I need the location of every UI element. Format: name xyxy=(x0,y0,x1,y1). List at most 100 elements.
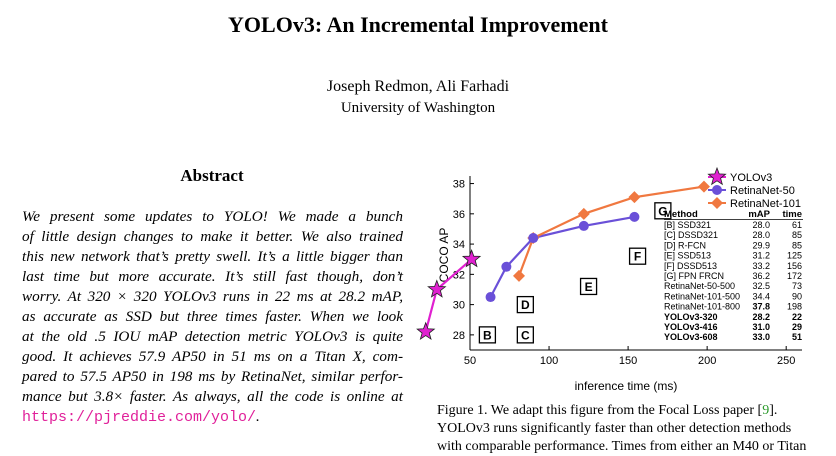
x-tick-label: 200 xyxy=(698,355,716,367)
table-cell-method: RetinaNet-101-500 xyxy=(664,291,740,301)
citation-ref[interactable]: 9 xyxy=(762,403,770,418)
data-point-retinanet-50 xyxy=(528,233,539,244)
data-point-retinanet-50 xyxy=(501,261,512,272)
abstract-line: at the old .5 IOU mAP detection metric Y… xyxy=(22,328,403,345)
data-point-retinanet-101 xyxy=(628,191,641,204)
abstract-line: good. It achieves 57.9 AP50 in 51 ms on … xyxy=(22,348,403,365)
method-box-d: D xyxy=(516,295,534,314)
data-point-retinanet-101 xyxy=(577,207,590,220)
method-box-label: F xyxy=(634,250,641,264)
table-header-method: Method xyxy=(664,209,698,220)
data-point-retinanet-101 xyxy=(697,180,710,193)
table-cell-time: 90 xyxy=(792,291,802,301)
table-cell-map: 34.4 xyxy=(752,291,770,301)
code-url-link[interactable]: https://pjreddie.com/yolo/ xyxy=(22,409,257,426)
table-cell-method: [B] SSD321 xyxy=(664,220,711,230)
method-box-c: C xyxy=(516,326,534,344)
paper-authors: Joseph Redmon, Ali Farhadi xyxy=(326,78,510,95)
abstract-line: of little design changes to make it bett… xyxy=(22,228,403,245)
legend-label: RetinaNet-50 xyxy=(730,185,795,197)
table-header-map: mAP xyxy=(748,209,770,220)
method-box-g: G xyxy=(654,202,672,220)
y-tick-label: 38 xyxy=(453,179,465,191)
data-point-yolov3 xyxy=(416,321,436,341)
y-tick-label: 30 xyxy=(453,300,465,312)
data-point-yolov3 xyxy=(461,249,482,268)
y-tick-label: 28 xyxy=(453,330,465,342)
abstract-line: We present some updates to YOLO! We made… xyxy=(22,208,403,225)
method-box-f: F xyxy=(628,247,647,265)
x-tick-label: 100 xyxy=(540,355,558,367)
table-cell-map: 36.2 xyxy=(752,271,770,281)
table-cell-time: 156 xyxy=(787,261,802,271)
method-box-frame xyxy=(579,277,598,296)
abstract-line: mance but 3.8× faster. As always, all th… xyxy=(22,388,403,405)
abstract-url-suffix: . xyxy=(256,408,260,425)
method-box-e: E xyxy=(579,277,598,296)
method-box-label: E xyxy=(585,280,593,294)
table-cell-time: 85 xyxy=(792,230,802,240)
table-cell-time: 198 xyxy=(787,302,802,312)
table-cell-map: 32.5 xyxy=(752,281,770,291)
abstract-url-line: https://pjreddie.com/yolo/. xyxy=(22,407,403,428)
table-cell-time: 51 xyxy=(792,332,802,342)
method-box-frame xyxy=(654,202,672,220)
legend-marker-retinanet-50 xyxy=(712,185,722,195)
table-cell-map: 33.0 xyxy=(752,332,770,342)
x-axis-label: inference time (ms) xyxy=(575,379,678,393)
method-box-label: B xyxy=(483,328,492,342)
table-cell-method: YOLOv3-320 xyxy=(664,312,718,322)
table-cell-map: 33.2 xyxy=(752,261,770,271)
caption-line: YOLOv3 runs significantly faster than ot… xyxy=(437,421,792,436)
table-cell-method: YOLOv3-608 xyxy=(664,332,718,342)
table-cell-map: 29.9 xyxy=(752,240,770,250)
y-tick-label: 34 xyxy=(453,239,465,251)
method-box-label: D xyxy=(521,298,530,312)
abstract-line: worry. At 320 × 320 YOLOv3 runs in 22 ms… xyxy=(22,288,403,305)
table-cell-method: [E] SSD513 xyxy=(664,251,711,261)
abstract-heading: Abstract xyxy=(180,166,244,185)
table-cell-time: 29 xyxy=(792,322,802,332)
method-box-frame xyxy=(516,295,534,314)
x-tick-label: 150 xyxy=(619,355,637,367)
data-point-retinanet-101 xyxy=(513,269,526,282)
method-box-frame xyxy=(478,326,497,344)
data-point-retinanet-50 xyxy=(485,292,496,303)
table-header-time: time xyxy=(782,209,802,220)
table-cell-map: 31.2 xyxy=(752,251,770,261)
method-box-label: C xyxy=(521,328,530,342)
legend-label: RetinaNet-101 xyxy=(730,198,801,210)
data-point-retinanet-50 xyxy=(578,220,589,231)
method-box-label: G xyxy=(658,204,667,218)
data-point-retinanet-50 xyxy=(629,211,640,222)
table-cell-method: [D] R-FCN xyxy=(664,240,706,250)
caption-line: with comparable performance. Times from … xyxy=(437,439,807,454)
figure-caption: Figure 1. We adapt this figure from the … xyxy=(437,402,823,456)
y-axis-label: COCO AP xyxy=(437,228,451,283)
table-cell-map: 28.2 xyxy=(752,312,770,322)
table-cell-method: RetinaNet-101-800 xyxy=(664,302,740,312)
table-cell-time: 172 xyxy=(787,271,802,281)
results-table: Method mAP time [B] SSD321 28.0 61 [C] DSSD321… xyxy=(664,209,803,342)
abstract-line: as accurate as SSD but three times faste… xyxy=(22,308,403,325)
paper-affiliation: University of Washington xyxy=(340,100,496,116)
legend-label: YOLOv3 xyxy=(730,172,772,184)
table-cell-time: 85 xyxy=(792,240,802,250)
legend-marker-retinanet-101 xyxy=(711,197,723,209)
abstract-body: We present some updates to YOLO! We made… xyxy=(22,207,403,428)
table-cell-time: 22 xyxy=(792,312,802,322)
y-tick-label: 36 xyxy=(453,209,465,221)
table-cell-method: [F] DSSD513 xyxy=(664,261,717,271)
method-box-frame xyxy=(628,247,647,265)
table-cell-method: [G] FPN FRCN xyxy=(664,271,724,281)
table-cell-time: 61 xyxy=(792,220,802,230)
abstract-line: last time but more accurate. It’s still … xyxy=(22,268,403,285)
paper-title: YOLOv3: An Incremental Improvement xyxy=(228,12,608,37)
table-cell-method: [C] DSSD321 xyxy=(664,230,718,240)
x-tick-label: 250 xyxy=(777,355,795,367)
table-cell-map: 28.0 xyxy=(752,220,770,230)
table-cell-method: YOLOv3-416 xyxy=(664,322,718,332)
series-line-retinanet-50 xyxy=(489,215,635,298)
